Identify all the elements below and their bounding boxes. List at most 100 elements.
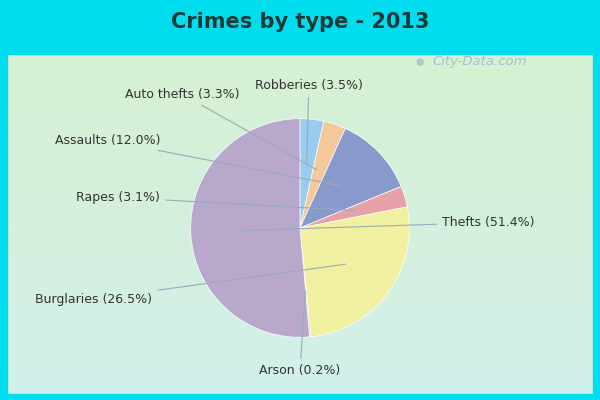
Bar	[0, 320, 600, 322]
Bar	[0, 378, 600, 379]
Bar	[0, 395, 600, 396]
Bar	[0, 360, 600, 362]
Bar	[0, 265, 600, 267]
Bar	[0, 370, 600, 372]
Bar	[0, 234, 600, 236]
Bar	[0, 178, 600, 180]
Bar	[0, 230, 600, 232]
Text: Burglaries (26.5%): Burglaries (26.5%)	[35, 264, 346, 306]
Bar	[0, 340, 600, 341]
Bar	[0, 388, 600, 390]
Bar	[0, 90, 600, 92]
Bar	[0, 319, 600, 320]
Bar	[0, 366, 600, 367]
Bar	[0, 165, 600, 166]
Bar	[0, 369, 600, 370]
Text: Crimes by type - 2013: Crimes by type - 2013	[171, 12, 429, 32]
Bar	[0, 177, 600, 178]
Bar	[0, 268, 600, 270]
Bar	[0, 303, 600, 305]
Bar	[0, 258, 600, 260]
Bar	[0, 281, 600, 282]
Bar	[0, 383, 600, 384]
Bar	[0, 184, 600, 186]
Bar	[0, 120, 600, 122]
Bar	[0, 244, 600, 246]
Bar	[0, 310, 600, 312]
Bar	[0, 296, 600, 298]
Bar	[0, 104, 600, 106]
Bar	[0, 298, 600, 300]
Bar	[0, 194, 600, 196]
Bar	[0, 137, 600, 139]
Wedge shape	[300, 228, 311, 337]
Bar	[0, 208, 600, 210]
Bar	[0, 102, 600, 104]
Bar	[0, 132, 600, 134]
Bar	[0, 212, 600, 213]
Bar	[0, 253, 600, 255]
Bar	[0, 393, 600, 395]
Bar	[0, 114, 600, 116]
Bar	[0, 168, 600, 170]
Bar	[0, 175, 600, 177]
Bar	[0, 348, 600, 350]
Bar	[0, 336, 600, 338]
Bar	[0, 237, 600, 239]
Bar	[0, 85, 600, 87]
Bar	[0, 135, 600, 137]
Bar	[0, 80, 600, 82]
Bar	[0, 381, 600, 383]
Bar	[0, 160, 600, 161]
Bar	[0, 357, 600, 358]
Bar	[0, 386, 600, 388]
Bar	[0, 196, 600, 198]
Bar	[0, 301, 600, 303]
Bar	[0, 170, 600, 172]
Text: Thefts (51.4%): Thefts (51.4%)	[243, 216, 535, 230]
Bar	[0, 118, 600, 120]
Bar	[0, 71, 600, 73]
Bar	[0, 186, 600, 187]
Bar	[0, 78, 600, 80]
Bar	[0, 204, 600, 206]
Bar	[0, 242, 600, 244]
Bar	[0, 56, 600, 58]
Bar	[0, 73, 600, 75]
Bar	[0, 134, 600, 135]
Bar	[0, 75, 600, 76]
Bar	[0, 151, 600, 153]
Bar	[0, 201, 600, 203]
Bar	[0, 229, 600, 230]
Bar	[0, 59, 600, 61]
Bar	[0, 130, 600, 132]
Bar	[0, 398, 600, 400]
Bar	[0, 156, 600, 158]
Bar	[0, 217, 600, 218]
Bar	[0, 341, 600, 343]
Bar	[0, 327, 600, 329]
Bar	[0, 172, 600, 173]
Text: Rapes (3.1%): Rapes (3.1%)	[76, 191, 355, 210]
Bar	[0, 346, 600, 348]
Bar	[0, 108, 600, 109]
Bar	[0, 54, 600, 56]
Bar	[0, 289, 600, 291]
Bar	[0, 94, 600, 96]
Bar	[0, 262, 600, 263]
Bar	[0, 154, 600, 156]
Bar	[0, 300, 600, 301]
Text: Robberies (3.5%): Robberies (3.5%)	[255, 79, 362, 166]
Bar	[0, 288, 600, 289]
Bar	[0, 203, 600, 204]
Bar	[0, 355, 600, 357]
Bar	[0, 308, 600, 310]
Bar	[0, 76, 600, 78]
Bar	[0, 248, 600, 250]
Bar	[0, 343, 600, 345]
Bar	[0, 144, 600, 146]
Bar	[0, 125, 600, 127]
Bar	[0, 284, 600, 286]
Text: City-Data.com: City-Data.com	[433, 56, 527, 68]
Bar	[0, 227, 600, 229]
